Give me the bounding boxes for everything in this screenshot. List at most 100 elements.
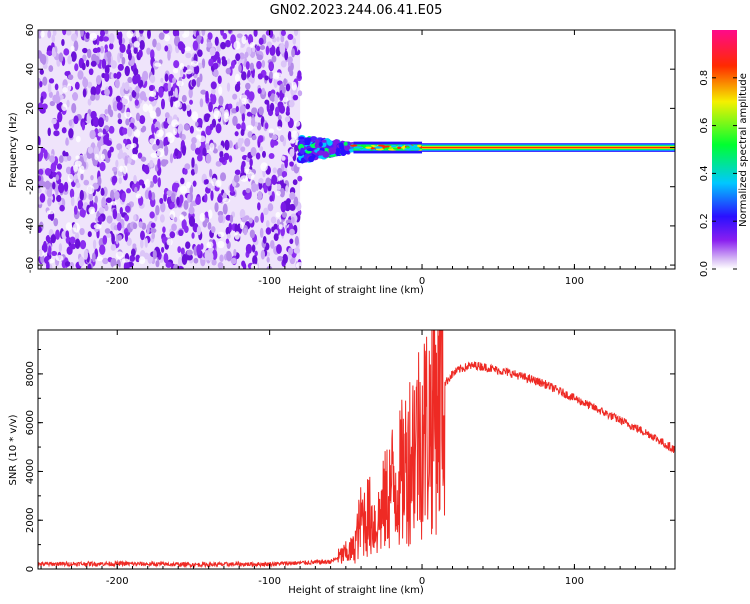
noise-gap (294, 120, 301, 127)
noise-gap (249, 42, 256, 48)
noise-blob (64, 71, 70, 77)
noise-blob (38, 175, 42, 182)
noise-blob (167, 81, 172, 92)
noise-blob (183, 200, 189, 210)
noise-blob (187, 193, 191, 204)
noise-blob (210, 93, 215, 100)
noise-blob (228, 222, 233, 233)
colorbar-ticks: 0.0 0.2 0.4 0.6 0.8 (699, 70, 737, 277)
noise-gap (241, 35, 247, 45)
noise-blob (139, 115, 146, 125)
noise-blob (152, 143, 159, 151)
noise-blob (70, 196, 75, 207)
noise-blob (278, 102, 284, 113)
noise-blob (91, 53, 98, 63)
noise-blob (51, 34, 56, 43)
noise-blob (83, 179, 90, 186)
noise-blob (80, 30, 84, 37)
narrow-band-blob (417, 144, 422, 148)
noise-blob (151, 232, 155, 240)
noise-blob (173, 216, 178, 223)
noise-blob (279, 187, 285, 198)
noise-gap (122, 165, 128, 175)
spectrogram-ytick-label: -40 (25, 218, 36, 234)
narrow-band-blob (398, 144, 403, 147)
noise-blob (54, 95, 61, 104)
noise-gap (281, 155, 286, 161)
noise-gap (275, 211, 281, 218)
narrow-band-blob (405, 146, 410, 149)
snr-xtick-label: 100 (565, 576, 584, 587)
noise-blob (292, 179, 298, 186)
noise-blob (73, 205, 78, 215)
noise-blob (217, 75, 222, 85)
noise-blob (44, 180, 51, 190)
noise-blob (211, 226, 216, 234)
noise-blob (257, 202, 261, 211)
noise-blob (93, 116, 100, 128)
noise-blob (113, 191, 120, 200)
noise-blob (71, 102, 77, 114)
onset-blob (316, 150, 325, 156)
noise-blob (155, 260, 160, 268)
noise-blob (217, 195, 223, 203)
noise-blob (222, 203, 228, 215)
noise-blob (256, 54, 263, 61)
noise-blob (270, 93, 276, 102)
noise-blob (196, 225, 202, 236)
noise-blob (256, 45, 261, 51)
noise-blob (130, 248, 136, 257)
noise-blob (66, 30, 72, 36)
noise-blob (204, 193, 208, 203)
noise-gap (179, 214, 185, 221)
noise-blob (177, 256, 183, 267)
noise-gap (209, 142, 215, 152)
noise-blob (292, 94, 299, 101)
noise-blob (139, 30, 144, 34)
noise-blob (244, 51, 249, 58)
noise-blob (108, 125, 115, 134)
noise-gap (61, 103, 68, 111)
noise-blob (104, 64, 110, 75)
noise-blob (66, 246, 73, 255)
noise-blob (44, 168, 52, 176)
noise-blob (77, 70, 84, 80)
noise-blob (137, 152, 143, 159)
noise-gap (217, 231, 225, 238)
noise-blob (284, 40, 289, 49)
narrow-band-blob (365, 146, 372, 149)
spectrogram-ytick-label: -20 (25, 179, 36, 195)
noise-blob (253, 30, 258, 37)
noise-blob (228, 155, 233, 163)
noise-blob (102, 36, 109, 42)
noise-blob (58, 243, 63, 253)
noise-blob (207, 222, 212, 230)
noise-gap (121, 258, 130, 263)
spectrogram-frame (37, 29, 676, 270)
noise-blob (210, 190, 214, 201)
noise-blob (271, 134, 278, 141)
onset-blob (343, 144, 351, 151)
noise-blob (253, 107, 258, 114)
noise-blob (297, 90, 303, 97)
noise-blob (220, 172, 227, 182)
noise-blob (284, 50, 289, 61)
noise-blob (248, 76, 254, 83)
noise-blob (291, 48, 296, 58)
noise-blob (233, 248, 237, 257)
noise-blob (220, 30, 224, 36)
noise-blob (284, 201, 291, 212)
noise-blob (150, 222, 156, 229)
noise-gap (223, 112, 229, 123)
noise-blob (92, 239, 97, 250)
noise-blob (192, 180, 197, 187)
onset-blob (308, 155, 315, 163)
noise-blob (124, 214, 130, 222)
noise-blob (186, 254, 193, 261)
noise-blob (230, 34, 236, 45)
noise-gap (75, 155, 80, 160)
noise-blob (207, 32, 213, 40)
noise-blob (218, 95, 224, 106)
noise-blob (86, 112, 90, 124)
